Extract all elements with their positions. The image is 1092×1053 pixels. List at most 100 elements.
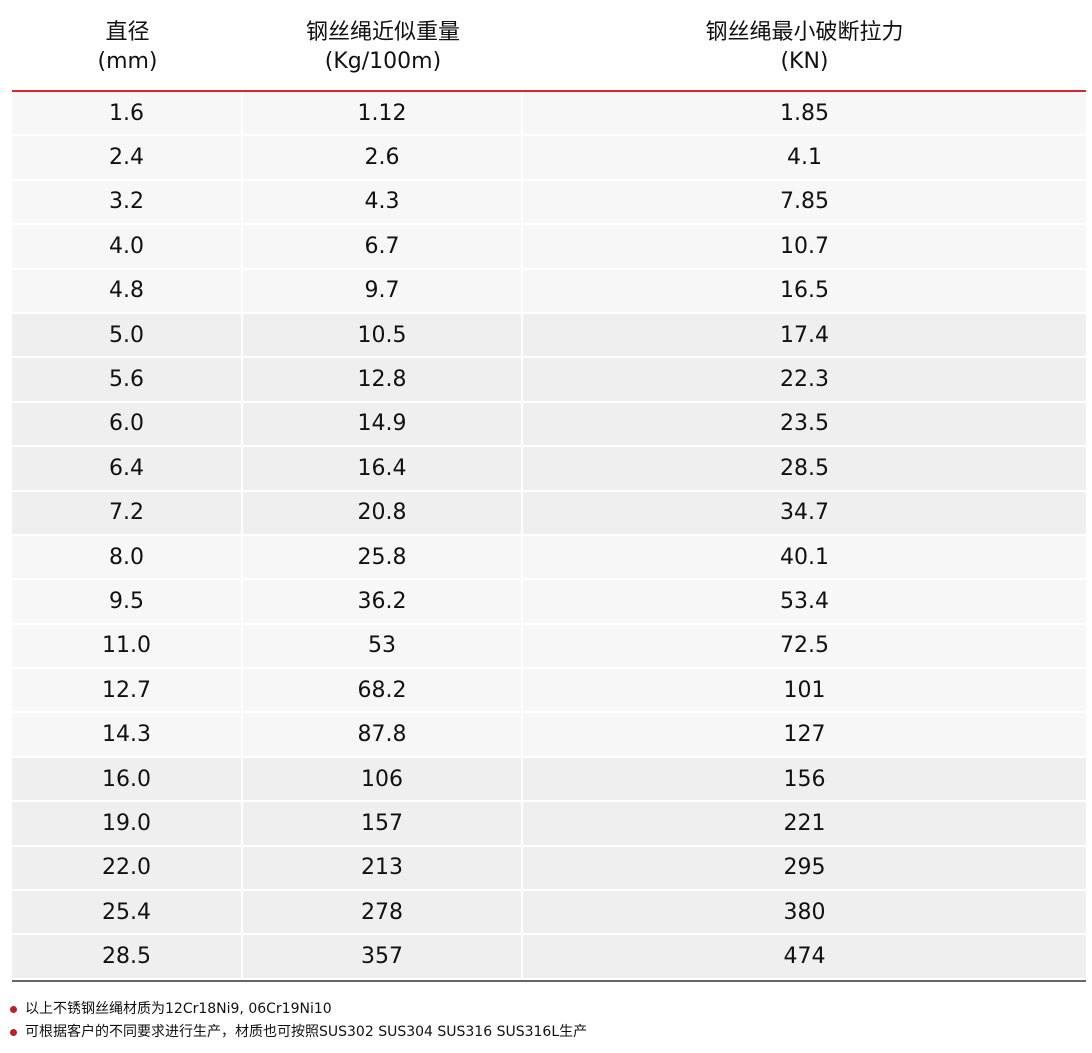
cell-weight: 2.6 [243,136,523,181]
cell-breaking-force: 101 [523,669,1086,714]
cell-weight: 278 [243,891,523,936]
cell-diameter: 7.2 [12,491,243,536]
table-row: 4.8 9.7 16.5 [12,269,1086,314]
header-diameter: 直径 (mm) [12,0,243,90]
cell-breaking-force: 72.5 [523,624,1086,670]
note-text: 可根据客户的不同要求进行生产，材质也可按照SUS302 SUS304 SUS31… [25,1024,588,1040]
cell-diameter: 4.8 [12,269,243,314]
note-text: 以上不锈钢丝绳材质为12Cr18Ni9, 06Cr19Ni10 [25,1001,332,1017]
cell-breaking-force: 295 [523,846,1086,892]
cell-diameter: 2.4 [12,136,243,181]
cell-diameter: 8.0 [12,535,243,581]
table-row: 19.0 157 221 [12,802,1086,847]
table-bottom-border [12,979,1086,982]
header-text: 钢丝绳近似重量 [305,20,460,45]
cell-diameter: 1.6 [12,92,243,137]
cell-diameter: 3.2 [12,180,243,226]
table-row: 28.5 357 474 [12,935,1086,980]
table-row: 1.6 1.12 1.85 [12,92,1086,137]
cell-breaking-force: 17.4 [523,313,1086,359]
cell-breaking-force: 23.5 [523,402,1086,448]
cell-diameter: 16.0 [12,757,243,803]
cell-breaking-force: 221 [523,802,1086,847]
cell-weight: 20.8 [243,491,523,536]
cell-weight: 25.8 [243,535,523,581]
table-row: 9.5 36.2 53.4 [12,580,1086,625]
header-unit: (KN) [780,49,829,74]
table-row: 7.2 20.8 34.7 [12,491,1086,536]
note-item: 以上不锈钢丝绳材质为12Cr18Ni9, 06Cr19Ni10 [10,998,587,1021]
cell-weight: 1.12 [243,92,523,137]
table-row: 5.6 12.8 22.3 [12,358,1086,403]
cell-breaking-force: 28.5 [523,447,1086,492]
table-row: 22.0 213 295 [12,846,1086,892]
cell-weight: 36.2 [243,580,523,625]
table-row: 8.0 25.8 40.1 [12,535,1086,581]
table-header: 直径 (mm) 钢丝绳近似重量 (Kg/100m) 钢丝绳最小破断拉力 (KN) [12,0,1086,92]
header-breaking-force: 钢丝绳最小破断拉力 (KN) [523,0,1086,90]
notes: 以上不锈钢丝绳材质为12Cr18Ni9, 06Cr19Ni10 可根据客户的不同… [10,998,587,1044]
cell-diameter: 6.4 [12,447,243,492]
header-unit: (mm) [97,49,158,74]
table-row: 12.7 68.2 101 [12,669,1086,714]
cell-breaking-force: 22.3 [523,358,1086,403]
bullet-icon [10,1029,17,1036]
table-row: 6.4 16.4 28.5 [12,447,1086,492]
table-body: 1.6 1.12 1.85 2.4 2.6 4.1 3.2 4.3 7.85 4.0 6.7 10.7… [12,92,1086,980]
cell-diameter: 14.3 [12,713,243,758]
cell-weight: 16.4 [243,447,523,492]
header-text: 钢丝绳最小破断拉力 [705,20,904,45]
cell-weight: 213 [243,846,523,892]
header-weight: 钢丝绳近似重量 (Kg/100m) [243,0,523,90]
table-row: 5.0 10.5 17.4 [12,313,1086,359]
cell-diameter: 22.0 [12,846,243,892]
cell-weight: 14.9 [243,402,523,448]
cell-breaking-force: 4.1 [523,136,1086,181]
cell-weight: 6.7 [243,225,523,270]
table-row: 6.0 14.9 23.5 [12,402,1086,448]
cell-breaking-force: 156 [523,757,1086,803]
cell-diameter: 28.5 [12,935,243,980]
cell-diameter: 5.6 [12,358,243,403]
cell-breaking-force: 1.85 [523,92,1086,137]
cell-diameter: 9.5 [12,580,243,625]
cell-breaking-force: 40.1 [523,535,1086,581]
cell-weight: 87.8 [243,713,523,758]
table-row: 4.0 6.7 10.7 [12,225,1086,270]
cell-breaking-force: 474 [523,935,1086,980]
cell-breaking-force: 127 [523,713,1086,758]
cell-weight: 357 [243,935,523,980]
cell-breaking-force: 10.7 [523,225,1086,270]
cell-weight: 4.3 [243,180,523,226]
cell-diameter: 25.4 [12,891,243,936]
cell-diameter: 11.0 [12,624,243,670]
cell-weight: 157 [243,802,523,847]
bullet-icon [10,1006,17,1013]
cell-weight: 9.7 [243,269,523,314]
cell-breaking-force: 380 [523,891,1086,936]
cell-breaking-force: 53.4 [523,580,1086,625]
table-row: 3.2 4.3 7.85 [12,180,1086,226]
table-row: 16.0 106 156 [12,757,1086,803]
note-item: 可根据客户的不同要求进行生产，材质也可按照SUS302 SUS304 SUS31… [10,1021,587,1044]
cell-weight: 68.2 [243,669,523,714]
header-unit: (Kg/100m) [324,49,442,74]
cell-breaking-force: 7.85 [523,180,1086,226]
table-row: 14.3 87.8 127 [12,713,1086,758]
table-row: 11.0 53 72.5 [12,624,1086,670]
cell-diameter: 19.0 [12,802,243,847]
cell-weight: 10.5 [243,313,523,359]
header-text: 直径 [105,20,150,45]
cell-weight: 53 [243,624,523,670]
table-row: 2.4 2.6 4.1 [12,136,1086,181]
spec-table: 直径 (mm) 钢丝绳近似重量 (Kg/100m) 钢丝绳最小破断拉力 (KN)… [12,0,1086,982]
cell-breaking-force: 16.5 [523,269,1086,314]
cell-weight: 106 [243,757,523,803]
cell-diameter: 6.0 [12,402,243,448]
cell-weight: 12.8 [243,358,523,403]
cell-breaking-force: 34.7 [523,491,1086,536]
cell-diameter: 12.7 [12,669,243,714]
table-row: 25.4 278 380 [12,891,1086,936]
cell-diameter: 4.0 [12,225,243,270]
cell-diameter: 5.0 [12,313,243,359]
